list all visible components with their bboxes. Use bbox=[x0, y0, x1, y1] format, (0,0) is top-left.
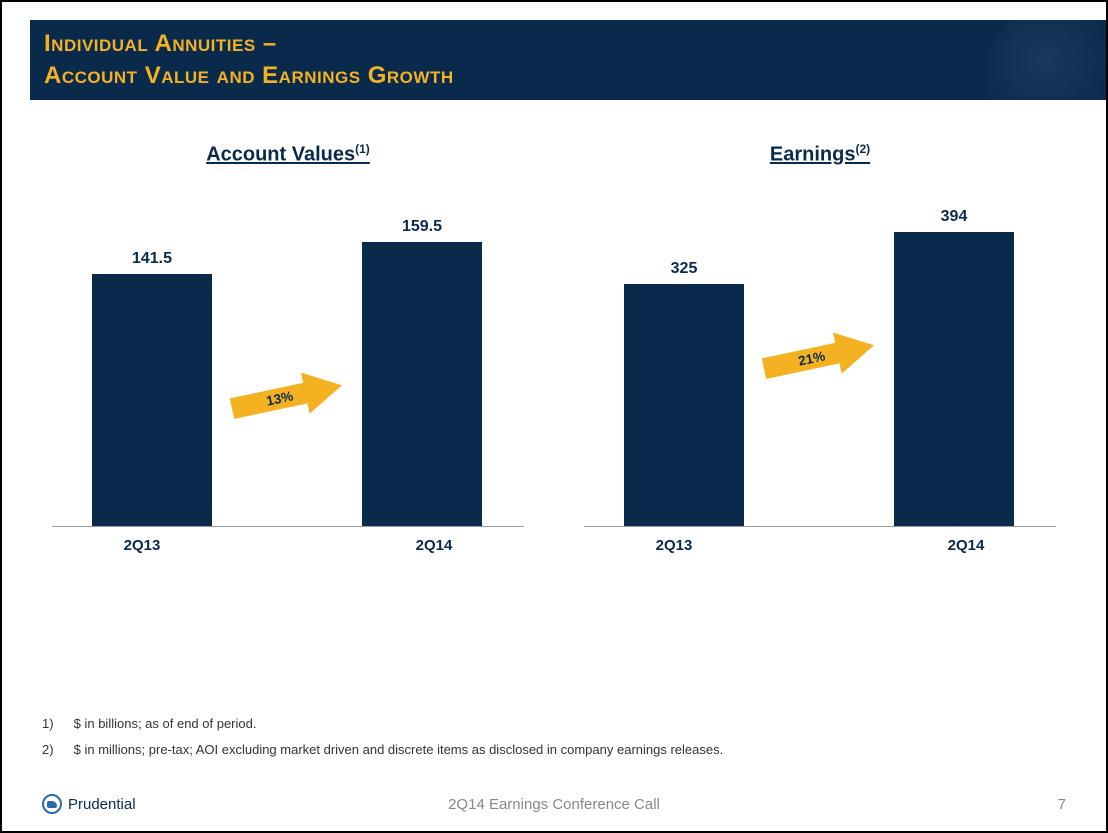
title-line-1: Individual Annuities – bbox=[44, 30, 277, 57]
growth-arrow-left: 13% bbox=[202, 367, 372, 427]
x-axis-right: 2Q13 2Q14 bbox=[584, 527, 1056, 554]
chart-title-left: Account Values(1) bbox=[52, 142, 524, 167]
growth-pct-right: 21% bbox=[797, 348, 827, 368]
x-axis-left: 2Q13 2Q14 bbox=[52, 527, 524, 554]
bar-left-0-value: 141.5 bbox=[92, 250, 212, 268]
x-left-1: 2Q14 bbox=[374, 537, 494, 554]
chart-title-right-text: Earnings bbox=[770, 144, 856, 166]
footnote-1: 1) $ in billions; as of end of period. bbox=[42, 711, 723, 737]
charts-container: Account Values(1) 141.5 159.5 13% 2Q13 2… bbox=[52, 142, 1056, 582]
chart-area-right: 325 394 21% bbox=[584, 207, 1056, 527]
footnote-2-text: $ in millions; pre-tax; AOI excluding ma… bbox=[74, 742, 724, 757]
chart-title-left-text: Account Values bbox=[206, 144, 355, 166]
slide-footer: Prudential 2Q14 Earnings Conference Call… bbox=[2, 789, 1106, 819]
prudential-rock-icon bbox=[986, 20, 1106, 100]
growth-pct-left: 13% bbox=[265, 388, 295, 408]
bar-left-0-fill bbox=[92, 274, 212, 526]
bar-left-1: 159.5 bbox=[362, 218, 482, 526]
chart-title-right: Earnings(2) bbox=[584, 142, 1056, 167]
chart-account-values: Account Values(1) 141.5 159.5 13% 2Q13 2… bbox=[52, 142, 524, 582]
x-left-0: 2Q13 bbox=[82, 537, 202, 554]
footer-center-text: 2Q14 Earnings Conference Call bbox=[2, 796, 1106, 813]
slide-header: Individual Annuities – Account Value and… bbox=[30, 20, 1106, 100]
bar-left-1-fill bbox=[362, 242, 482, 526]
x-right-1: 2Q14 bbox=[906, 537, 1026, 554]
bar-left-0: 141.5 bbox=[92, 250, 212, 526]
footnotes: 1) $ in billions; as of end of period. 2… bbox=[42, 711, 723, 763]
footnote-1-num: 1) bbox=[42, 711, 70, 737]
footnote-1-text: $ in billions; as of end of period. bbox=[74, 716, 257, 731]
bar-right-0: 325 bbox=[624, 260, 744, 526]
chart-title-left-sup: (1) bbox=[355, 142, 370, 156]
bar-right-0-fill bbox=[624, 284, 744, 526]
bar-right-1-value: 394 bbox=[894, 208, 1014, 226]
bar-left-1-value: 159.5 bbox=[362, 218, 482, 236]
chart-earnings: Earnings(2) 325 394 21% 2Q13 2Q14 bbox=[584, 142, 1056, 582]
x-right-0: 2Q13 bbox=[614, 537, 734, 554]
growth-arrow-right: 21% bbox=[734, 327, 904, 387]
chart-title-right-sup: (2) bbox=[855, 142, 870, 156]
footnote-2: 2) $ in millions; pre-tax; AOI excluding… bbox=[42, 737, 723, 763]
slide-title: Individual Annuities – Account Value and… bbox=[44, 28, 454, 93]
bar-right-0-value: 325 bbox=[624, 260, 744, 278]
chart-area-left: 141.5 159.5 13% bbox=[52, 207, 524, 527]
bar-right-1: 394 bbox=[894, 208, 1014, 525]
title-line-2: Account Value and Earnings Growth bbox=[44, 62, 454, 89]
bar-right-1-fill bbox=[894, 232, 1014, 525]
footnote-2-num: 2) bbox=[42, 737, 70, 763]
